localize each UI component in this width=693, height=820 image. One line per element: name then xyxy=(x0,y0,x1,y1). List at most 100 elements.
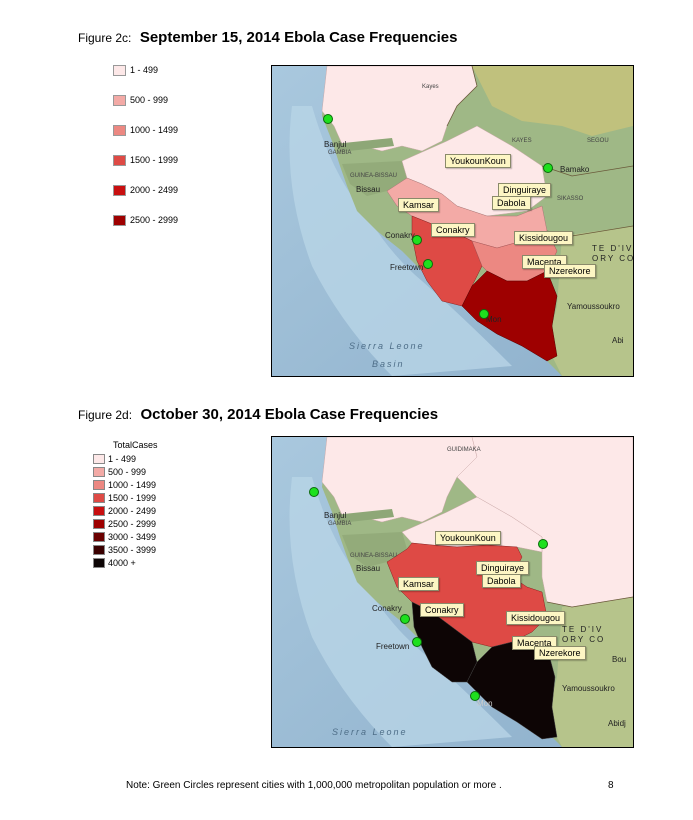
map-label-cote-divoire-2: ORY CO xyxy=(562,635,606,644)
map-2d-canvas xyxy=(272,437,633,747)
map-label-segou: SEGOU xyxy=(587,138,609,144)
figure-2c-heading: September 15, 2014 Ebola Case Frequencie… xyxy=(139,29,458,46)
legend-label: 500 - 999 xyxy=(108,466,147,477)
map-2c-canvas xyxy=(272,66,633,376)
legend-2d: TotalCases 1 - 499 500 - 999 1000 - 1499… xyxy=(93,440,158,569)
callout-youkounkoun: YoukounKoun xyxy=(445,154,511,168)
map-label-yamoussoukro: Yamoussoukro xyxy=(567,302,620,311)
legend-label: 2500 - 2999 xyxy=(130,215,179,225)
callout-nzerekore: Nzerekore xyxy=(534,646,586,660)
legend-label: 3500 - 3999 xyxy=(108,544,157,555)
legend-2d-row: 4000 + xyxy=(93,556,158,569)
map-label-guinea-bissau: GUINEA-BISSAU xyxy=(350,553,398,559)
map-label-sikasso: SIKASSO xyxy=(557,196,584,202)
figure-2c-label: Figure 2c: xyxy=(78,31,132,45)
map-2c: Kayes KAYES SEGOU SIKASSO Banjul GAMBIA … xyxy=(271,65,634,377)
callout-conakry: Conakry xyxy=(420,603,464,617)
city-bamako xyxy=(538,539,548,549)
cote-divoire-terrain xyxy=(547,226,633,376)
callout-dabola: Dabola xyxy=(492,196,531,210)
map-label-sierra-leone-basin: Sierra Leone xyxy=(332,727,408,737)
legend-2c-row: 2500 - 2999 xyxy=(113,214,178,226)
map-label-guidimaka: GUIDIMAKA xyxy=(447,447,481,453)
cote-divoire-terrain xyxy=(547,597,633,747)
legend-label: 1000 - 1499 xyxy=(130,125,179,135)
page-number: 8 xyxy=(608,780,614,791)
legend-swatch xyxy=(93,557,105,568)
legend-swatch xyxy=(113,154,126,166)
map-label-sierra-leone-basin: Sierra Leone xyxy=(349,341,425,351)
legend-swatch xyxy=(93,492,105,503)
map-label-freetown: Freetown xyxy=(390,263,424,272)
legend-label: 500 - 999 xyxy=(130,95,169,105)
legend-2d-row: 3000 - 3499 xyxy=(93,530,158,543)
callout-dinguiraye: Dinguiraye xyxy=(498,183,552,197)
legend-2d-row: 2500 - 2999 xyxy=(93,517,158,530)
legend-swatch xyxy=(113,94,126,106)
city-monrovia xyxy=(479,309,489,319)
region-gambia xyxy=(334,138,394,152)
map-label-cote-divoire: TE D'IV xyxy=(562,625,604,634)
region-mali xyxy=(456,437,633,608)
region-guinea-bissau xyxy=(342,532,407,567)
legend-label: 2500 - 2999 xyxy=(108,518,157,529)
region-gambia xyxy=(334,509,394,523)
city-conakry xyxy=(400,614,410,624)
figure-2d-title: Figure 2d: October 30, 2014 Ebola Case F… xyxy=(78,406,438,424)
legend-swatch xyxy=(93,505,105,516)
map-label-bamako: Bamako xyxy=(560,165,590,174)
legend-label: 4000 + xyxy=(108,557,136,568)
legend-label: 2000 - 2499 xyxy=(130,185,179,195)
map-label-basin: Basin xyxy=(372,359,405,369)
legend-2c-row: 500 - 999 xyxy=(113,94,168,106)
map-label-gambia: GAMBIA xyxy=(328,521,352,527)
callout-kamsar: Kamsar xyxy=(398,577,440,591)
legend-swatch xyxy=(113,64,126,76)
callout-kamsar: Kamsar xyxy=(398,198,440,212)
legend-swatch xyxy=(93,453,105,464)
callout-kissidougou: Kissidougou xyxy=(514,231,574,245)
map-label-gambia: GAMBIA xyxy=(328,150,352,156)
map-label-guinea-bissau: GUINEA-BISSAU xyxy=(350,173,398,179)
callout-conakry: Conakry xyxy=(431,223,475,237)
legend-label: 1500 - 1999 xyxy=(108,492,157,503)
map-label-conakry: Conakry xyxy=(372,604,402,613)
callout-youkounkoun: YoukounKoun xyxy=(435,531,501,545)
map-2d: GUIDIMAKA Banjul GAMBIA GUINEA-BISSAU Bi… xyxy=(271,436,634,748)
map-label-banjul: Banjul xyxy=(324,511,347,520)
mali-terrain xyxy=(472,66,633,136)
map-label-bou: Bou xyxy=(612,655,627,664)
callout-dinguiraye: Dinguiraye xyxy=(476,561,530,575)
region-guinea-bissau xyxy=(342,161,407,196)
legend-2d-row: 500 - 999 xyxy=(93,465,158,478)
legend-label: 2000 - 2499 xyxy=(108,505,157,516)
legend-2c-row: 1500 - 1999 xyxy=(113,154,178,166)
figure-2c-title: Figure 2c: September 15, 2014 Ebola Case… xyxy=(78,29,457,47)
map-label-kayes: Kayes xyxy=(422,84,439,90)
legend-swatch xyxy=(113,124,126,136)
legend-2c-row: 1000 - 1499 xyxy=(113,124,178,136)
city-freetown xyxy=(423,259,433,269)
callout-dabola: Dabola xyxy=(482,574,521,588)
legend-2d-row: 3500 - 3999 xyxy=(93,543,158,556)
legend-label: 1500 - 1999 xyxy=(130,155,179,165)
legend-label: 1000 - 1499 xyxy=(108,479,157,490)
callout-nzerekore: Nzerekore xyxy=(544,264,596,278)
city-bamako xyxy=(543,163,553,173)
map-label-abidjan: Abidj xyxy=(608,719,626,728)
map-label-banjul: Banjul xyxy=(324,140,347,149)
legend-2d-row: 2000 - 2499 xyxy=(93,504,158,517)
region-liberia xyxy=(466,636,558,740)
legend-label: 1 - 499 xyxy=(130,65,159,75)
continental-shelf xyxy=(289,106,512,376)
map-label-monrovia: Mon xyxy=(477,699,493,708)
legend-swatch xyxy=(113,184,126,196)
map-label-abidjan: Abi xyxy=(612,336,624,345)
legend-swatch xyxy=(93,531,105,542)
city-conakry xyxy=(412,235,422,245)
map-label-monrovia: Mon xyxy=(486,315,502,324)
map-label-kayes-region: KAYES xyxy=(512,138,532,144)
figure-2d-label: Figure 2d: xyxy=(78,408,133,422)
legend-2d-row: 1000 - 1499 xyxy=(93,478,158,491)
legend-swatch xyxy=(113,214,126,226)
